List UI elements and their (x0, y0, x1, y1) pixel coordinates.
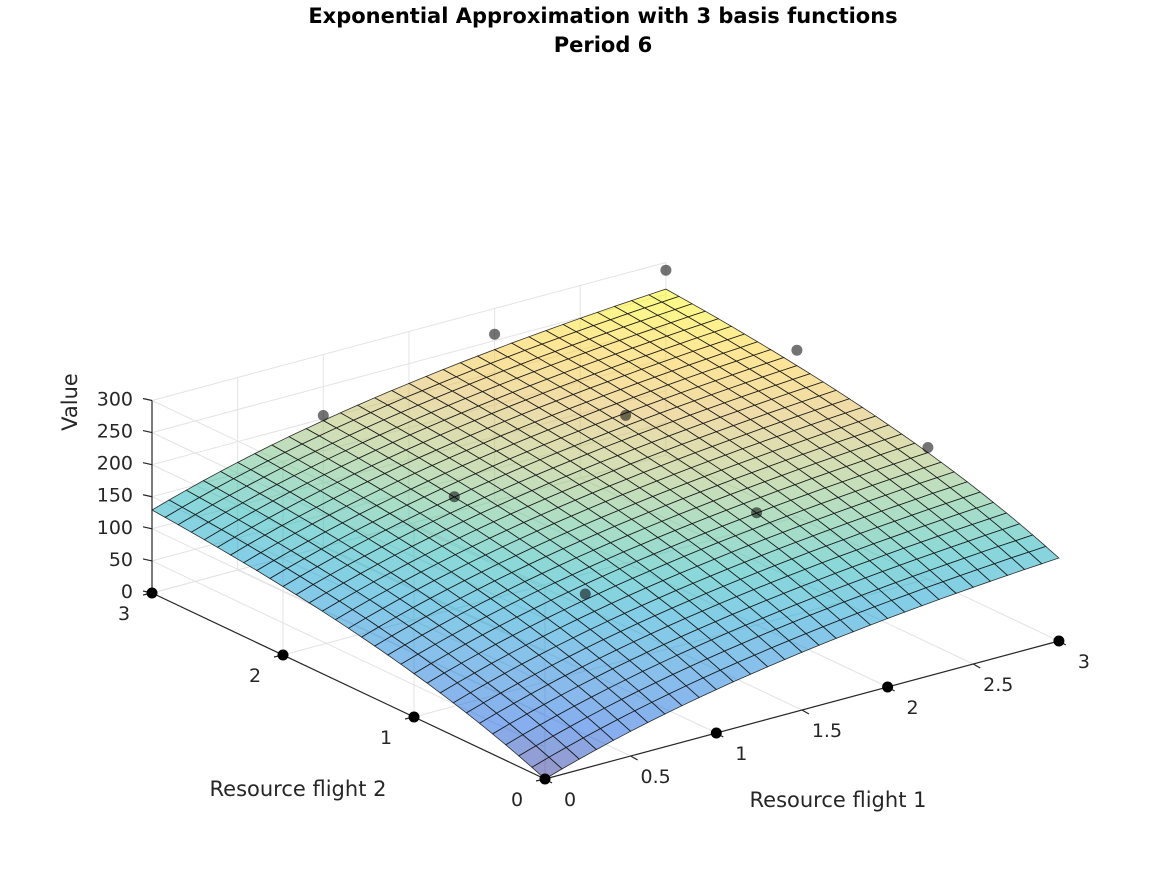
x-tick-mark (630, 755, 638, 761)
z-tick-mark (142, 526, 153, 530)
data-point (1053, 635, 1065, 647)
z-tick-mark (142, 397, 153, 402)
z-tick-mark (142, 429, 153, 434)
y-axis-line (151, 592, 546, 780)
x-tick-label: 1.5 (812, 720, 842, 742)
y-tick-label: 0 (511, 789, 523, 811)
x-tick-mark (972, 663, 981, 669)
y-tick-label: 1 (380, 727, 392, 749)
z-tick-label: 300 (97, 388, 133, 410)
z-tick-label: 0 (121, 581, 133, 603)
x-tick-label: 0 (564, 789, 576, 811)
z-tick-label: 150 (97, 485, 133, 507)
chart-title: Exponential Approximation with 3 basis f… (308, 4, 897, 28)
data-point (660, 264, 672, 276)
data-point (146, 587, 158, 599)
surface-cell (531, 756, 563, 780)
x-tick-mark (801, 709, 810, 715)
data-point (710, 727, 722, 739)
z-tick-label: 200 (97, 453, 133, 475)
z-tick-label: 50 (109, 549, 133, 571)
x-tick-label: 2.5 (983, 674, 1013, 696)
axes (142, 397, 1067, 784)
x-tick-label: 3 (1078, 651, 1090, 673)
x-axis-label: Resource flight 1 (750, 788, 927, 812)
data-point (579, 588, 591, 600)
x-tick-label: 1 (735, 743, 747, 765)
z-axis-label: Value (58, 373, 82, 431)
surface (151, 288, 1060, 780)
data-point (277, 649, 289, 661)
y-tick-label: 3 (118, 603, 130, 625)
data-point (489, 328, 501, 340)
z-tick-mark (142, 558, 153, 562)
data-point (882, 681, 894, 693)
y-axis-label: Resource flight 2 (210, 777, 387, 801)
chart-subtitle: Period 6 (554, 33, 653, 57)
z-tick-mark (142, 462, 153, 466)
data-point (751, 507, 763, 519)
z-tick-label: 250 (97, 421, 133, 443)
data-point (408, 711, 420, 723)
x-tick-label: 0.5 (641, 766, 671, 788)
data-point (922, 442, 934, 453)
y-tick-label: 2 (249, 665, 261, 687)
data-point (539, 773, 551, 785)
z-tick-mark (142, 494, 153, 498)
x-tick-label: 2 (907, 697, 919, 719)
z-tick-label: 100 (97, 517, 133, 539)
data-point (448, 491, 460, 503)
data-point (317, 410, 329, 421)
data-point (791, 344, 803, 356)
data-point (620, 409, 632, 421)
data-points (146, 264, 1065, 785)
